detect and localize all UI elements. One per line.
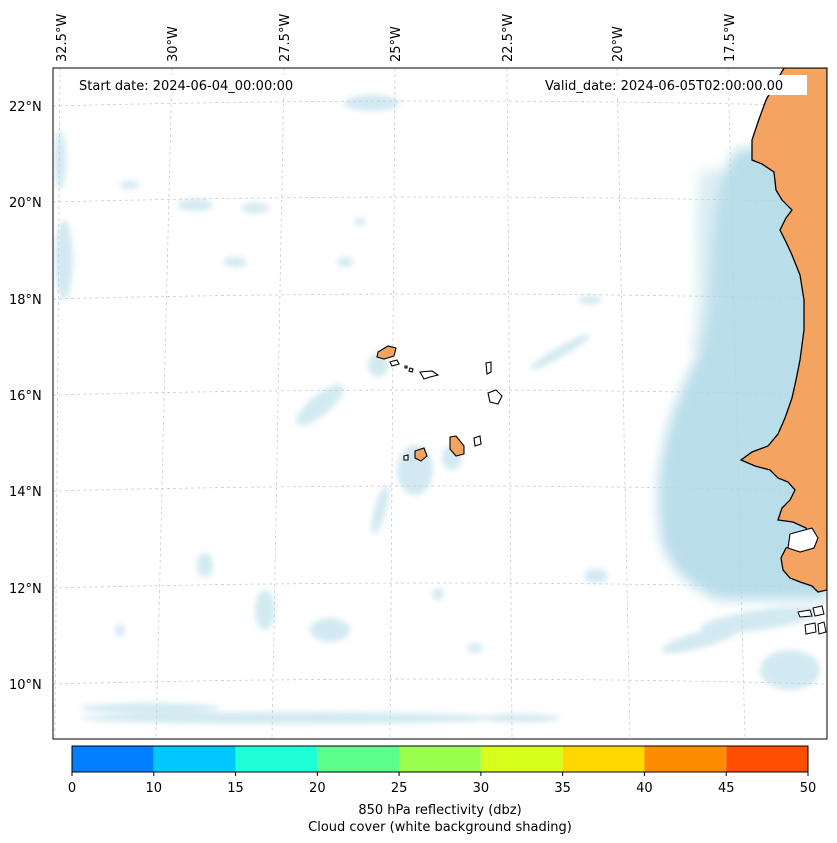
valid-date-label: Valid_date: 2024-06-05T02:00:00.00: [545, 79, 783, 94]
colorbar-tick-label: 20: [309, 781, 326, 796]
lon-label: 27.5°W: [278, 14, 293, 62]
lat-label: 10°N: [9, 678, 42, 693]
lat-label: 16°N: [9, 389, 42, 404]
colorbar-segment: [726, 746, 808, 772]
lat-label: 18°N: [9, 293, 42, 308]
lat-label: 12°N: [9, 582, 42, 597]
valid-date-box: [539, 75, 807, 95]
colorbar-tick-label: 45: [718, 781, 735, 796]
land-africa: [739, 68, 827, 593]
lon-label: 25°W: [389, 26, 404, 62]
lat-label: 20°N: [9, 196, 42, 211]
colorbar-tick-label: 40: [636, 781, 653, 796]
map-border: [52, 67, 828, 740]
lon-label: 30°W: [166, 26, 181, 62]
colorbar-border: [71, 745, 809, 773]
colorbar-tick-label: 30: [473, 781, 490, 796]
lon-label: 20°W: [611, 26, 626, 62]
colorbar-segment: [399, 746, 481, 772]
colorbar-tick-label: 0: [68, 781, 76, 796]
colorbar-segment: [644, 746, 727, 772]
lat-label: 14°N: [9, 485, 42, 500]
colorbar-tick-label: 15: [227, 781, 244, 796]
lat-gridlines: [53, 100, 827, 685]
colorbar-segment: [235, 746, 318, 772]
colorbar-label-1: 850 hPa reflectivity (dbz): [358, 803, 521, 818]
lon-labels: 32.5°W 30°W 27.5°W 25°W 22.5°W 20°W 17.5…: [55, 14, 738, 62]
colorbar-tick-label: 10: [146, 781, 163, 796]
lat-label: 22°N: [9, 100, 42, 115]
colorbar-label-2: Cloud cover (white background shading): [308, 820, 572, 835]
lon-label: 32.5°W: [55, 14, 70, 62]
lon-label: 22.5°W: [501, 14, 516, 62]
cape-verde-islands: [376, 345, 503, 462]
colorbar-segment: [480, 746, 563, 772]
bissagos-islands: [797, 605, 827, 635]
start-date-box: [72, 75, 317, 95]
colorbar-segment: [317, 746, 400, 772]
start-date-label: Start date: 2024-06-04_00:00:00: [79, 79, 293, 94]
colorbar-tick-label: 25: [391, 781, 408, 796]
colorbar-tick-label: 50: [800, 781, 817, 796]
colorbar-segment: [72, 746, 154, 772]
colorbar-segment: [153, 746, 236, 772]
lon-label: 17.5°W: [723, 14, 738, 62]
lat-labels: 22°N 20°N 18°N 16°N 14°N 12°N 10°N: [9, 100, 42, 693]
colorbar-tick-label: 35: [554, 781, 571, 796]
colorbar-segment: [562, 746, 645, 772]
colorbar: 0 10 15 20 25 30 35 40 45 50: [68, 745, 817, 796]
